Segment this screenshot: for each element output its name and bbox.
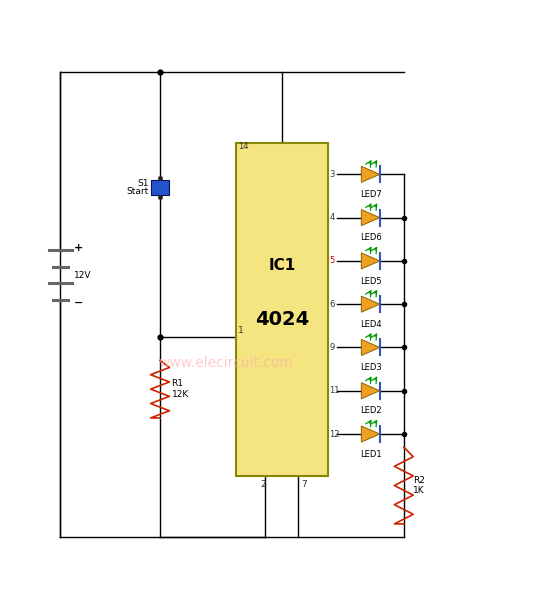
Text: LED3: LED3: [361, 363, 382, 372]
Text: 12V: 12V: [74, 271, 91, 280]
Text: R1: R1: [172, 379, 184, 388]
Text: 4024: 4024: [255, 310, 309, 329]
Text: www.elecircuit.com: www.elecircuit.com: [158, 356, 293, 370]
Polygon shape: [361, 166, 380, 182]
Text: IC1: IC1: [268, 259, 295, 274]
Text: 5: 5: [330, 256, 334, 265]
Bar: [150, 180, 170, 194]
Text: LED2: LED2: [361, 406, 382, 415]
Text: +: +: [74, 242, 83, 253]
Text: Start: Start: [126, 187, 149, 196]
Text: S1: S1: [137, 179, 149, 188]
Polygon shape: [361, 426, 380, 442]
Text: 2: 2: [261, 480, 266, 489]
Text: −: −: [74, 298, 83, 308]
Text: 14: 14: [238, 142, 249, 151]
Text: LED6: LED6: [361, 233, 382, 242]
Polygon shape: [361, 296, 380, 312]
Text: 6: 6: [330, 299, 335, 308]
Text: 12: 12: [330, 430, 340, 439]
Text: LED1: LED1: [361, 450, 382, 459]
Text: R2: R2: [413, 476, 425, 485]
Text: LED4: LED4: [361, 320, 382, 329]
Polygon shape: [361, 209, 380, 226]
Text: 3: 3: [330, 170, 335, 179]
Bar: [236, 143, 328, 476]
Text: 1K: 1K: [413, 486, 425, 495]
Polygon shape: [361, 340, 380, 355]
Text: LED5: LED5: [361, 277, 382, 286]
Text: 7: 7: [301, 480, 307, 489]
Text: 1: 1: [238, 326, 244, 335]
Text: LED7: LED7: [361, 190, 382, 199]
Text: 4: 4: [330, 213, 334, 222]
Text: 12K: 12K: [172, 390, 189, 399]
Text: 11: 11: [330, 386, 340, 395]
Polygon shape: [361, 253, 380, 269]
Polygon shape: [361, 383, 380, 399]
Text: 9: 9: [330, 343, 334, 352]
